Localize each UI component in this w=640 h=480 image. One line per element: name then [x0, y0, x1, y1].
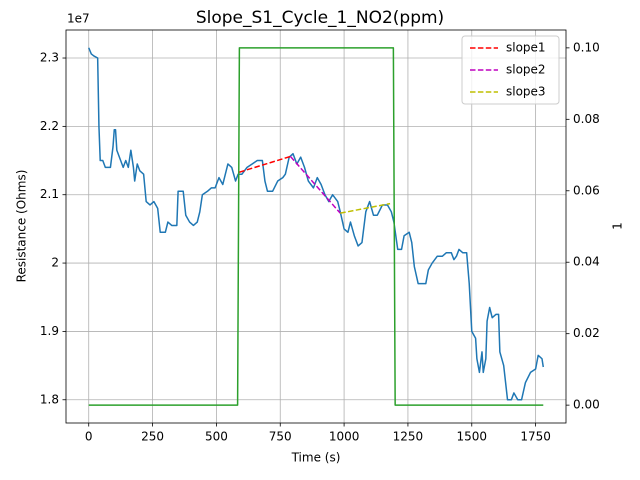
x-tick-label: 1000: [329, 430, 360, 444]
legend-label: slope2: [506, 63, 546, 77]
y-tick-label: 2.1: [40, 187, 59, 201]
y-offset-label: 1e7: [67, 12, 90, 26]
series-line: [340, 202, 391, 214]
chart-title: Slope_S1_Cycle_1_NO2(ppm): [196, 8, 444, 28]
y-tick-label: 1.9: [40, 324, 59, 338]
legend-box: [461, 35, 560, 105]
x-tick-label: 0: [85, 430, 93, 444]
y-tick-label: 2.2: [40, 119, 59, 133]
axes-frame: [65, 29, 567, 424]
x-axis-label: Time (s): [291, 451, 341, 465]
y2-tick-label: 0.06: [573, 183, 600, 197]
x-tick-label: 250: [141, 430, 164, 444]
y2-tick-label: 0.00: [573, 398, 600, 412]
y-axis-label: Resistance (Ohms): [15, 170, 29, 283]
series-line: [289, 155, 341, 214]
y-tick-label: 2.3: [40, 51, 59, 65]
legend-label: slope3: [506, 85, 546, 99]
series-line: [88, 47, 545, 401]
series-line: [239, 155, 291, 173]
x-tick-label: 1750: [520, 430, 551, 444]
y2-tick-label: 0.04: [573, 255, 600, 269]
legend: slope1 slope2 slope3: [461, 35, 560, 105]
x-tick-label: 750: [269, 430, 292, 444]
y-tick-label: 2: [51, 256, 59, 270]
x-tick-label: 1500: [456, 430, 487, 444]
y2-tick-label: 0.08: [573, 112, 600, 126]
y-tick-label: 1.8: [40, 392, 59, 406]
y2-axis-label: 1: [611, 222, 625, 230]
x-tick-label: 500: [205, 430, 228, 444]
legend-label: slope1: [506, 41, 546, 55]
x-tick-label: 1250: [393, 430, 424, 444]
series-line: [88, 47, 544, 406]
y2-tick-label: 0.10: [573, 40, 600, 54]
y2-tick-label: 0.02: [573, 326, 600, 340]
axes: 0 250 500 750 1000 1250 1500 1750 1.8 1.9 2 2.1 2.2 2…: [40, 40, 600, 443]
plot-area: [88, 47, 545, 406]
